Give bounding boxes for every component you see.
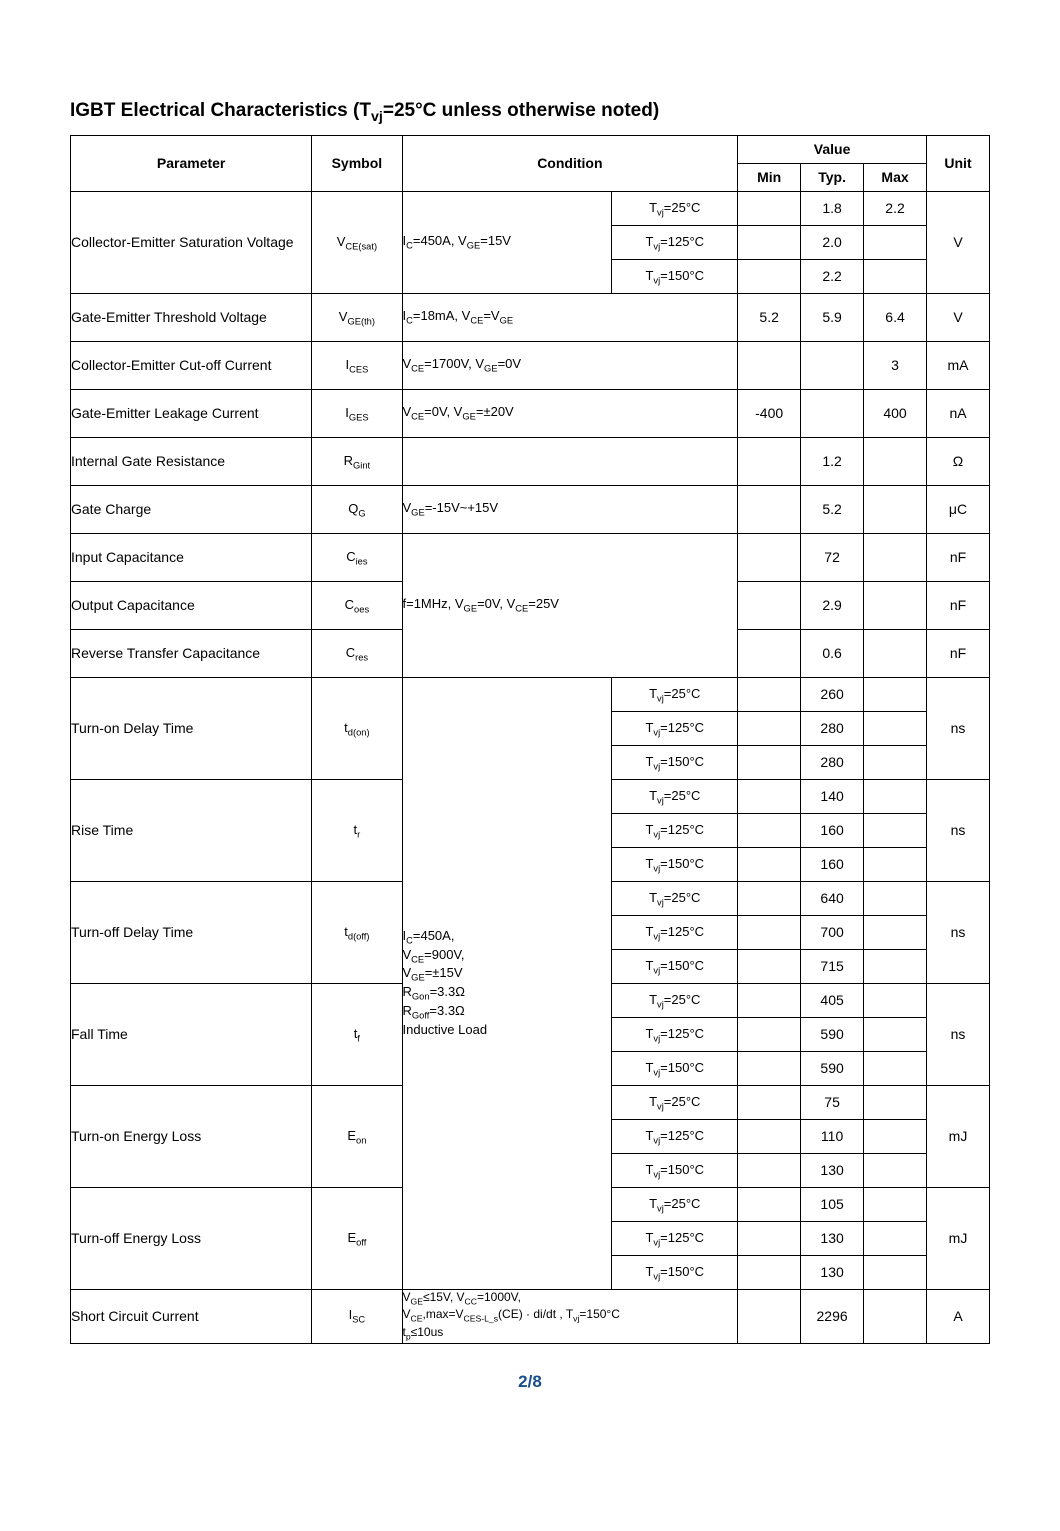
cell-cond: VGE=-15V~+15V bbox=[402, 485, 738, 533]
table-row: Input Capacitance Cies f=1MHz, VGE=0V, V… bbox=[71, 533, 990, 581]
cell-temp: Tvj=150°C bbox=[612, 259, 738, 293]
cell-symbol: IGES bbox=[312, 389, 402, 437]
cell-cond: IC=18mA, VCE=VGE bbox=[402, 293, 738, 341]
table-row: Internal Gate Resistance RGint 1.2 Ω bbox=[71, 437, 990, 485]
cell-temp: Tvj=25°C bbox=[612, 191, 738, 225]
cell-param: Gate-Emitter Leakage Current bbox=[71, 389, 312, 437]
cell-param: Reverse Transfer Capacitance bbox=[71, 629, 312, 677]
title-tail: =25°C unless otherwise noted) bbox=[383, 100, 659, 121]
cell-symbol: QG bbox=[312, 485, 402, 533]
title-main: IGBT Electrical Characteristics (T bbox=[70, 100, 371, 121]
th-unit: Unit bbox=[927, 135, 990, 191]
page-number: 2/8 bbox=[70, 1372, 990, 1392]
cell-temp: Tvj=25°C bbox=[612, 677, 738, 711]
cell-param: Gate Charge bbox=[71, 485, 312, 533]
table-row: Turn-on Delay Time td(on) IC=450A, VCE=9… bbox=[71, 677, 990, 711]
table-row: Collector-Emitter Saturation Voltage VCE… bbox=[71, 191, 990, 225]
cell-symbol: ICES bbox=[312, 341, 402, 389]
th-value: Value bbox=[738, 135, 927, 163]
page-title: IGBT Electrical Characteristics (Tvj=25°… bbox=[70, 100, 990, 125]
table-row: Gate-Emitter Leakage Current IGES VCE=0V… bbox=[71, 389, 990, 437]
cell-typ: 1.8 bbox=[801, 191, 864, 225]
cell-param: Internal Gate Resistance bbox=[71, 437, 312, 485]
th-condition: Condition bbox=[402, 135, 738, 191]
table-row: Short Circuit Current ISC VGE≤15V, VCC=1… bbox=[71, 1289, 990, 1343]
cell-cond: VGE≤15V, VCC=1000V, VCE,max=VCES-L_s(CE)… bbox=[402, 1289, 738, 1343]
cell-cond: IC=450A, VGE=15V bbox=[402, 191, 612, 293]
th-typ: Typ. bbox=[801, 163, 864, 191]
cell-param: Turn-on Delay Time bbox=[71, 677, 312, 779]
th-min: Min bbox=[738, 163, 801, 191]
cell-max: 2.2 bbox=[864, 191, 927, 225]
cell-symbol: RGint bbox=[312, 437, 402, 485]
cell-cond: f=1MHz, VGE=0V, VCE=25V bbox=[402, 533, 738, 677]
cell-unit: V bbox=[927, 191, 990, 293]
th-parameter: Parameter bbox=[71, 135, 312, 191]
cell-cond: VCE=1700V, VGE=0V bbox=[402, 341, 738, 389]
cell-param: Collector-Emitter Saturation Voltage bbox=[71, 191, 312, 293]
cell-param: Input Capacitance bbox=[71, 533, 312, 581]
cell-param: Short Circuit Current bbox=[71, 1289, 312, 1343]
title-sub: vj bbox=[371, 109, 383, 125]
cell-param: Output Capacitance bbox=[71, 581, 312, 629]
th-max: Max bbox=[864, 163, 927, 191]
cell-param: Gate-Emitter Threshold Voltage bbox=[71, 293, 312, 341]
cell-symbol: VGE(th) bbox=[312, 293, 402, 341]
cell-symbol: Coes bbox=[312, 581, 402, 629]
table-row: Gate Charge QG VGE=-15V~+15V 5.2 μC bbox=[71, 485, 990, 533]
cell-symbol: Cies bbox=[312, 533, 402, 581]
igbt-characteristics-table: Parameter Symbol Condition Value Unit Mi… bbox=[70, 135, 990, 1344]
table-row: Gate-Emitter Threshold Voltage VGE(th) I… bbox=[71, 293, 990, 341]
cell-cond: VCE=0V, VGE=±20V bbox=[402, 389, 738, 437]
cell-min bbox=[738, 191, 801, 225]
cell-cond: IC=450A, VCE=900V, VGE=±15V RGon=3.3Ω RG… bbox=[402, 677, 612, 1289]
table-row: Collector-Emitter Cut-off Current ICES V… bbox=[71, 341, 990, 389]
cell-param: Collector-Emitter Cut-off Current bbox=[71, 341, 312, 389]
cell-symbol: Cres bbox=[312, 629, 402, 677]
cell-symbol: td(on) bbox=[312, 677, 402, 779]
cell-symbol: VCE(sat) bbox=[312, 191, 402, 293]
cell-symbol: ISC bbox=[312, 1289, 402, 1343]
cell-temp: Tvj=125°C bbox=[612, 225, 738, 259]
th-symbol: Symbol bbox=[312, 135, 402, 191]
